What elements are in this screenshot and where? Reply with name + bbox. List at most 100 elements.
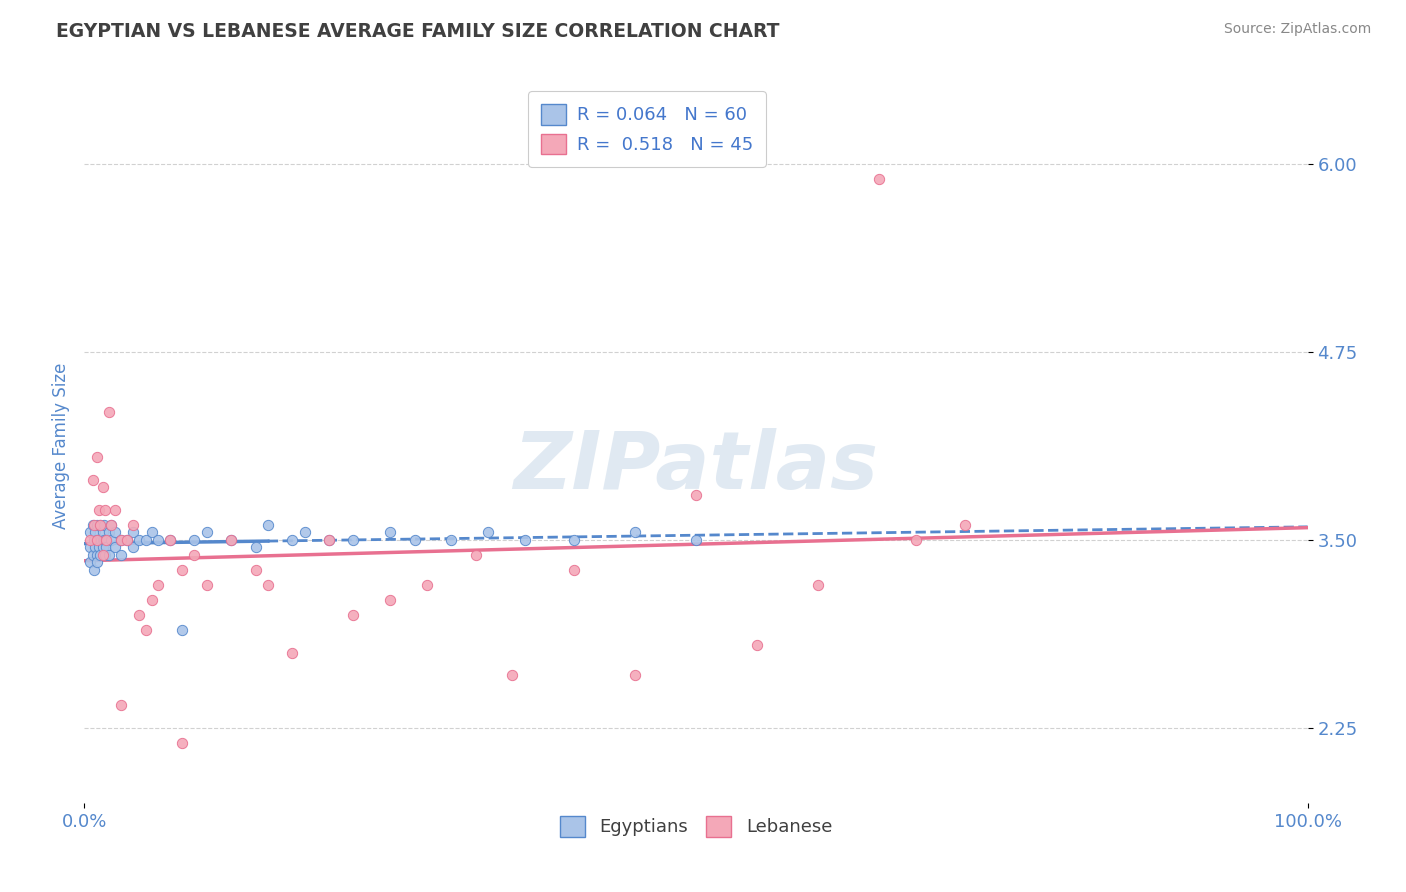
- Text: Source: ZipAtlas.com: Source: ZipAtlas.com: [1223, 22, 1371, 37]
- Y-axis label: Average Family Size: Average Family Size: [52, 363, 70, 529]
- Point: [83, 563, 105, 577]
- Point: [172, 736, 194, 750]
- Point: [562, 533, 585, 547]
- Point: [86, 556, 108, 570]
- Point: [807, 578, 830, 592]
- Point: [245, 563, 267, 577]
- Point: [96, 533, 118, 547]
- Point: [110, 548, 132, 562]
- Point: [110, 533, 132, 547]
- Point: [82, 473, 104, 487]
- Point: [94, 548, 117, 562]
- Text: ZIPatlas: ZIPatlas: [513, 428, 879, 507]
- Point: [86, 533, 108, 547]
- Point: [122, 517, 145, 532]
- Point: [245, 541, 267, 555]
- Point: [96, 541, 118, 555]
- Legend: Egyptians, Lebanese: Egyptians, Lebanese: [553, 808, 839, 844]
- Point: [104, 525, 127, 540]
- Point: [86, 450, 108, 465]
- Point: [87, 533, 110, 547]
- Point: [219, 533, 242, 547]
- Point: [905, 533, 928, 547]
- Point: [281, 646, 304, 660]
- Point: [91, 541, 114, 555]
- Point: [219, 533, 242, 547]
- Point: [89, 517, 111, 532]
- Point: [86, 548, 108, 562]
- Point: [141, 525, 163, 540]
- Point: [79, 556, 101, 570]
- Point: [502, 668, 524, 682]
- Point: [953, 517, 976, 532]
- Point: [342, 607, 364, 622]
- Point: [96, 533, 118, 547]
- Point: [79, 533, 101, 547]
- Point: [122, 525, 145, 540]
- Point: [115, 533, 138, 547]
- Point: [82, 548, 104, 562]
- Point: [104, 541, 127, 555]
- Point: [146, 578, 169, 592]
- Point: [135, 623, 157, 637]
- Point: [84, 525, 107, 540]
- Point: [747, 638, 769, 652]
- Point: [159, 533, 181, 547]
- Point: [195, 578, 218, 592]
- Point: [281, 533, 304, 547]
- Point: [87, 541, 110, 555]
- Point: [141, 593, 163, 607]
- Point: [82, 517, 104, 532]
- Point: [104, 503, 127, 517]
- Point: [380, 525, 402, 540]
- Point: [257, 578, 280, 592]
- Point: [624, 668, 647, 682]
- Point: [294, 525, 316, 540]
- Point: [83, 533, 105, 547]
- Point: [183, 533, 205, 547]
- Point: [685, 488, 707, 502]
- Point: [128, 607, 150, 622]
- Point: [100, 517, 122, 532]
- Text: EGYPTIAN VS LEBANESE AVERAGE FAMILY SIZE CORRELATION CHART: EGYPTIAN VS LEBANESE AVERAGE FAMILY SIZE…: [56, 22, 780, 41]
- Point: [318, 533, 340, 547]
- Point: [86, 517, 108, 532]
- Point: [183, 548, 205, 562]
- Point: [380, 593, 402, 607]
- Point: [83, 517, 105, 532]
- Point: [257, 517, 280, 532]
- Point: [94, 503, 117, 517]
- Point: [91, 525, 114, 540]
- Point: [89, 517, 111, 532]
- Point: [685, 533, 707, 547]
- Point: [513, 533, 536, 547]
- Point: [146, 533, 169, 547]
- Point: [84, 541, 107, 555]
- Point: [562, 563, 585, 577]
- Point: [318, 533, 340, 547]
- Point: [128, 533, 150, 547]
- Point: [97, 548, 120, 562]
- Point: [464, 548, 486, 562]
- Point: [159, 533, 181, 547]
- Point: [624, 525, 647, 540]
- Point: [416, 578, 439, 592]
- Point: [90, 533, 112, 547]
- Point: [172, 623, 194, 637]
- Point: [869, 172, 891, 186]
- Point: [91, 480, 114, 494]
- Point: [93, 533, 115, 547]
- Point: [79, 541, 101, 555]
- Point: [115, 533, 138, 547]
- Point: [110, 698, 132, 713]
- Point: [110, 533, 132, 547]
- Point: [79, 525, 101, 540]
- Point: [477, 525, 499, 540]
- Point: [100, 533, 122, 547]
- Point: [440, 533, 463, 547]
- Point: [100, 517, 122, 532]
- Point: [122, 541, 145, 555]
- Point: [97, 525, 120, 540]
- Point: [91, 548, 114, 562]
- Point: [86, 533, 108, 547]
